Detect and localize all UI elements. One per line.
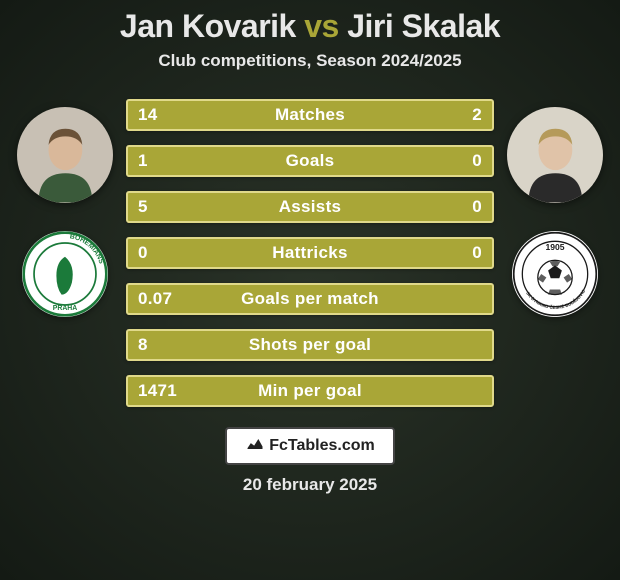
stat-left-value: 0.07 xyxy=(138,289,178,309)
title-player2: Jiri Skalak xyxy=(347,8,500,44)
player1-avatar xyxy=(17,107,113,203)
player1-club-logo: BOHEMIANS PRAHA xyxy=(22,231,108,317)
chart-icon xyxy=(245,434,265,459)
brand-text: FcTables.com xyxy=(269,437,375,455)
brand-badge: FcTables.com xyxy=(225,427,395,465)
title-player1: Jan Kovarik xyxy=(120,8,296,44)
stat-left-value: 1471 xyxy=(138,381,178,401)
player2-club-logo: 1905 SK DYNAMO ČESKÉ BUDĚJOVICE xyxy=(512,231,598,317)
stat-label: Hattricks xyxy=(272,243,347,263)
stat-bar: 1 Goals 0 xyxy=(126,145,494,177)
svg-text:PRAHA: PRAHA xyxy=(53,305,77,312)
title-vs: vs xyxy=(304,8,339,44)
stat-bar: 5 Assists 0 xyxy=(126,191,494,223)
stat-left-value: 5 xyxy=(138,197,178,217)
stat-label: Goals per match xyxy=(241,289,379,309)
stat-left-value: 14 xyxy=(138,105,178,125)
stat-right-value: 0 xyxy=(442,197,482,217)
stat-bar: 14 Matches 2 xyxy=(126,99,494,131)
stat-label: Matches xyxy=(275,105,345,125)
stat-label: Goals xyxy=(286,151,335,171)
content-root: Jan Kovarik vs Jiri Skalak Club competit… xyxy=(0,0,620,495)
stat-bar: 0 Hattricks 0 xyxy=(126,237,494,269)
right-column: 1905 SK DYNAMO ČESKÉ BUDĚJOVICE xyxy=(500,99,610,317)
left-column: BOHEMIANS PRAHA xyxy=(10,99,120,317)
page-title: Jan Kovarik vs Jiri Skalak xyxy=(0,8,620,45)
stat-right-value: 0 xyxy=(442,243,482,263)
stat-label: Min per goal xyxy=(258,381,362,401)
player2-avatar xyxy=(507,107,603,203)
stats-column: 14 Matches 2 1 Goals 0 5 Assists 0 0 Hattricks 0 0.0… xyxy=(120,99,500,407)
stat-right-value: 0 xyxy=(442,151,482,171)
stat-bar: 8 Shots per goal xyxy=(126,329,494,361)
date-line: 20 february 2025 xyxy=(0,475,620,495)
svg-text:1905: 1905 xyxy=(545,242,564,252)
stat-left-value: 8 xyxy=(138,335,178,355)
subtitle: Club competitions, Season 2024/2025 xyxy=(0,51,620,71)
stat-left-value: 1 xyxy=(138,151,178,171)
stat-bar: 0.07 Goals per match xyxy=(126,283,494,315)
stat-left-value: 0 xyxy=(138,243,178,263)
stat-label: Assists xyxy=(279,197,342,217)
stat-right-value: 2 xyxy=(442,105,482,125)
stat-bar: 1471 Min per goal xyxy=(126,375,494,407)
main-row: BOHEMIANS PRAHA 14 Matches 2 1 Goals 0 5 Assist… xyxy=(0,99,620,407)
stat-label: Shots per goal xyxy=(249,335,371,355)
